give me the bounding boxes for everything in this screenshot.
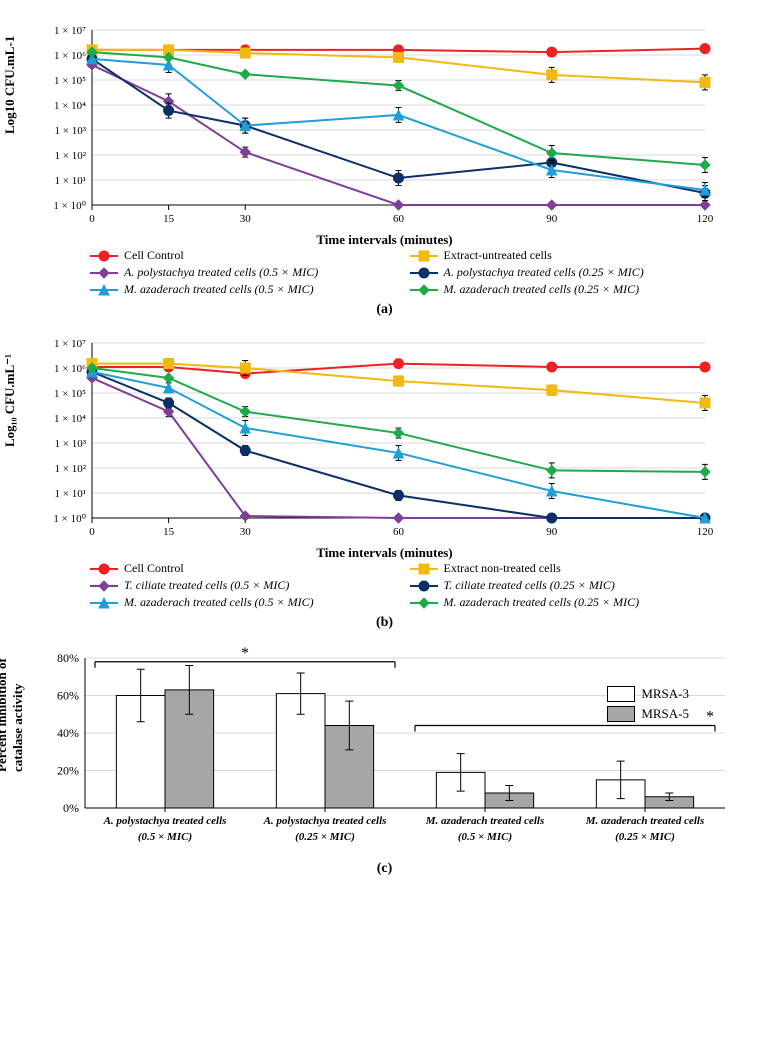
svg-text:90: 90 xyxy=(546,213,558,225)
svg-text:60: 60 xyxy=(393,213,405,225)
svg-text:60: 60 xyxy=(393,526,405,538)
svg-text:A. polystachya treated cells: A. polystachya treated cells xyxy=(103,815,227,827)
svg-text:*: * xyxy=(706,709,714,726)
panel-a-legend: Cell ControlExtract-untreated cellsA. po… xyxy=(90,248,729,297)
svg-text:M. azaderach treated cells: M. azaderach treated cells xyxy=(585,815,705,827)
svg-text:(0.5 × MIC): (0.5 × MIC) xyxy=(458,831,512,843)
svg-text:0: 0 xyxy=(89,213,95,225)
svg-text:60%: 60% xyxy=(57,689,79,703)
svg-text:30: 30 xyxy=(240,526,252,538)
svg-text:1 × 10⁴: 1 × 10⁴ xyxy=(54,413,86,425)
legend-item: M. azaderach treated cells (0.5 × MIC) xyxy=(90,282,410,297)
svg-text:(0.25 × MIC): (0.25 × MIC) xyxy=(615,831,675,843)
legend-item: Cell Control xyxy=(90,248,410,263)
panel-b-legend: Cell ControlExtract non-treated cellsT. … xyxy=(90,561,729,610)
svg-text:*: * xyxy=(241,646,249,662)
svg-text:90: 90 xyxy=(546,526,558,538)
svg-text:80%: 80% xyxy=(57,651,79,665)
svg-text:1 × 10⁷: 1 × 10⁷ xyxy=(54,338,86,350)
chart-b-svg: 1 × 10⁰ 1 × 10¹ 1 × 10² 1 × 10³ 1 × 10⁴ 1 × 1… xyxy=(20,333,720,543)
legend-item: M. azaderach treated cells (0.25 × MIC) xyxy=(410,282,730,297)
panel-a-ylabel: Log10 CFU.mL-1 xyxy=(2,36,18,134)
panel-b: Log₁₀ CFU.mL⁻¹ 1 × 10⁰1 × 10¹1 × 10²1 × … xyxy=(20,333,749,631)
legend-item: M. azaderach treated cells (0.25 × MIC) xyxy=(410,595,730,610)
panel-b-ylabel: Log₁₀ CFU.mL⁻¹ xyxy=(2,354,18,447)
svg-text:(0.5 × MIC): (0.5 × MIC) xyxy=(138,831,192,843)
panel-c-legend: MRSA-3 MRSA-5 xyxy=(607,686,689,722)
legend-item: Cell Control xyxy=(90,561,410,576)
svg-text:1 × 10³: 1 × 10³ xyxy=(54,438,86,450)
panel-c-label: (c) xyxy=(20,861,749,877)
legend-item: Extract-untreated cells xyxy=(410,248,730,263)
svg-text:20%: 20% xyxy=(57,764,79,778)
chart-a-svg: 1 × 10⁰ 1 × 10¹ 1 × 10² 1 × 10³ 1 × 10⁴ 1 × 1… xyxy=(20,20,720,230)
svg-text:M. azaderach treated cells: M. azaderach treated cells xyxy=(425,815,545,827)
svg-text:1 × 10⁰: 1 × 10⁰ xyxy=(53,200,86,212)
chart-b-container: Log₁₀ CFU.mL⁻¹ 1 × 10⁰1 × 10¹1 × 10²1 × … xyxy=(20,333,749,561)
chart-a-container: Log10 CFU.mL-1 1 × 10⁰1 × 10¹1 × 10²1 × … xyxy=(20,20,749,248)
svg-text:1 × 10⁶: 1 × 10⁶ xyxy=(54,363,86,375)
legend-item: T. ciliate treated cells (0.5 × MIC) xyxy=(90,578,410,593)
chart-c-container: Percent inhibition ofcatalase activity 0… xyxy=(20,646,749,856)
svg-text:1 × 10⁶: 1 × 10⁶ xyxy=(54,50,86,62)
svg-text:0: 0 xyxy=(89,526,95,538)
svg-text:1 × 10⁵: 1 × 10⁵ xyxy=(54,388,86,400)
svg-text:0%: 0% xyxy=(63,801,79,815)
svg-text:1 × 10¹: 1 × 10¹ xyxy=(54,175,86,187)
panel-a-label: (a) xyxy=(20,302,749,318)
legend-item: A. polystachya treated cells (0.5 × MIC) xyxy=(90,265,410,280)
panel-a-xlabel: Time intervals (minutes) xyxy=(20,232,749,248)
panel-a: Log10 CFU.mL-1 1 × 10⁰1 × 10¹1 × 10²1 × … xyxy=(20,20,749,318)
svg-text:1 × 10⁰: 1 × 10⁰ xyxy=(53,513,86,525)
panel-b-label: (b) xyxy=(20,615,749,631)
svg-text:1 × 10⁴: 1 × 10⁴ xyxy=(54,100,86,112)
svg-text:1 × 10¹: 1 × 10¹ xyxy=(54,488,86,500)
legend-item: M. azaderach treated cells (0.5 × MIC) xyxy=(90,595,410,610)
svg-text:30: 30 xyxy=(240,213,252,225)
bar-legend-item: MRSA-3 xyxy=(607,686,689,702)
panel-c: Percent inhibition ofcatalase activity 0… xyxy=(20,646,749,877)
svg-text:15: 15 xyxy=(163,526,175,538)
svg-text:120: 120 xyxy=(697,526,714,538)
svg-text:A. polystachya treated cells: A. polystachya treated cells xyxy=(263,815,387,827)
panel-b-xlabel: Time intervals (minutes) xyxy=(20,545,749,561)
legend-item: A. polystachya treated cells (0.25 × MIC… xyxy=(410,265,730,280)
panel-c-ylabel: Percent inhibition ofcatalase activity xyxy=(0,658,26,772)
svg-text:40%: 40% xyxy=(57,726,79,740)
chart-c-svg: 0% 20% 40% 60% 80% A. polystachya treated cel… xyxy=(20,646,740,856)
svg-text:15: 15 xyxy=(163,213,175,225)
bar-legend-item: MRSA-5 xyxy=(607,706,689,722)
svg-text:1 × 10²: 1 × 10² xyxy=(54,150,86,162)
svg-text:120: 120 xyxy=(697,213,714,225)
svg-text:1 × 10³: 1 × 10³ xyxy=(54,125,86,137)
svg-text:1 × 10²: 1 × 10² xyxy=(54,463,86,475)
legend-item: T. ciliate treated cells (0.25 × MIC) xyxy=(410,578,730,593)
svg-text:(0.25 × MIC): (0.25 × MIC) xyxy=(295,831,355,843)
svg-text:1 × 10⁵: 1 × 10⁵ xyxy=(54,75,86,87)
legend-item: Extract non-treated cells xyxy=(410,561,730,576)
svg-text:1 × 10⁷: 1 × 10⁷ xyxy=(54,25,86,37)
